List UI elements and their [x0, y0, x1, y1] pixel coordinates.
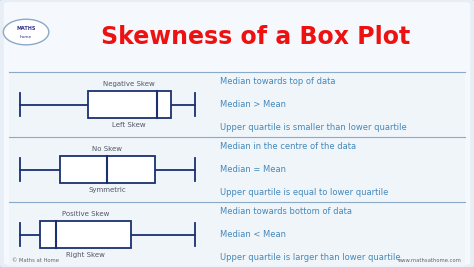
- Text: Upper quartile is smaller than lower quartile: Upper quartile is smaller than lower qua…: [220, 123, 407, 132]
- Text: Right Skew: Right Skew: [66, 252, 105, 258]
- Text: Median towards bottom of data: Median towards bottom of data: [220, 207, 352, 216]
- Text: Median in the centre of the data: Median in the centre of the data: [220, 142, 356, 151]
- Bar: [9, 202, 465, 267]
- Circle shape: [3, 19, 49, 45]
- Text: Median = Mean: Median = Mean: [220, 165, 286, 174]
- Text: © Maths at Home: © Maths at Home: [12, 258, 59, 263]
- Bar: [60, 156, 155, 183]
- Text: MATHS: MATHS: [17, 26, 36, 30]
- Text: Negative Skew: Negative Skew: [103, 81, 155, 87]
- Text: Left Skew: Left Skew: [112, 122, 146, 128]
- Text: Upper quartile is equal to lower quartile: Upper quartile is equal to lower quartil…: [220, 188, 389, 197]
- Text: Symmetric: Symmetric: [89, 187, 126, 193]
- Text: www.mathsathome.com: www.mathsathome.com: [398, 258, 462, 263]
- Text: Median > Mean: Median > Mean: [220, 100, 286, 109]
- Text: Skewness of a Box Plot: Skewness of a Box Plot: [101, 25, 410, 49]
- Bar: [88, 91, 171, 118]
- Text: No Skew: No Skew: [92, 146, 122, 152]
- FancyBboxPatch shape: [4, 2, 470, 265]
- Bar: [40, 221, 131, 248]
- Bar: [9, 137, 465, 202]
- Text: Median towards top of data: Median towards top of data: [220, 77, 336, 86]
- Text: Positive Skew: Positive Skew: [62, 211, 109, 217]
- Text: Upper quartile is larger than lower quartile: Upper quartile is larger than lower quar…: [220, 253, 401, 262]
- Bar: [9, 72, 465, 137]
- Text: Median < Mean: Median < Mean: [220, 230, 286, 239]
- Text: home: home: [20, 35, 32, 39]
